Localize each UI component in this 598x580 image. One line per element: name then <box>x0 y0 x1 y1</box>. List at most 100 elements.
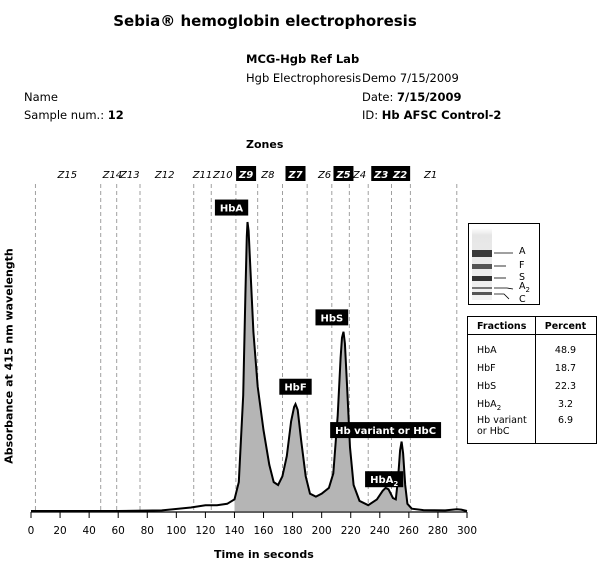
table-row-subscript: 2 <box>496 403 502 412</box>
table-row-value: 48.9 <box>554 345 577 356</box>
x-tick-label: 160 <box>254 525 274 537</box>
report-title: Sebia® hemoglobin electrophoresis <box>113 12 417 30</box>
table-row-name: Hb variant or HbC <box>477 415 527 437</box>
zone-label: Z5 <box>335 170 350 181</box>
sample-label: Sample num.: <box>24 108 105 122</box>
peak-label-text: HbA2 <box>370 475 398 488</box>
x-tick-label: 0 <box>28 525 35 537</box>
gel-label-a: A <box>519 246 526 257</box>
zone-label: Z6 <box>317 170 331 181</box>
table-divider <box>535 317 536 443</box>
percent-header: Percent <box>544 321 587 332</box>
table-row-name-a2: HbA2 <box>477 399 535 414</box>
zone-label: Z15 <box>57 170 78 181</box>
id-field: ID: Hb AFSC Control-2 <box>362 108 501 122</box>
table-row-value: 3.2 <box>557 399 574 410</box>
date-label: Date: <box>362 90 394 104</box>
x-tick-label: 80 <box>141 525 154 537</box>
id-label: ID: <box>362 108 379 122</box>
zone-label: Z2 <box>392 170 407 181</box>
peak-label: Hb variant or HbC <box>330 422 442 439</box>
zone-label: Z7 <box>287 170 302 181</box>
zone-label: Z11 <box>192 170 213 181</box>
table-row-name: HbS <box>477 381 497 392</box>
gel-strip-panel: A F S A2 C <box>468 223 540 305</box>
table-header-rule <box>468 334 596 335</box>
gel-label-a2-sub: 2 <box>525 285 530 294</box>
x-ticks: 0 20 40 60 80 100 120 140 160 180 200 220 240 260 280 3… <box>28 512 477 537</box>
x-tick-label: 200 <box>312 525 332 537</box>
name-label: Name <box>24 90 58 104</box>
zone-highlight-box <box>285 166 306 181</box>
peak-label-box <box>330 422 442 439</box>
table-row-value: 18.7 <box>554 363 577 374</box>
peak-label-box <box>315 309 349 326</box>
x-tick-label: 100 <box>166 525 186 537</box>
zone-label: Z8 <box>260 170 274 181</box>
zone-boundaries <box>34 184 458 511</box>
zone-label: Z9 <box>238 170 253 181</box>
peak-label: HbA2 <box>365 471 404 488</box>
fractions-header: Fractions <box>477 321 527 332</box>
table-row-name: HbA <box>477 345 497 356</box>
zone-label: Z4 <box>352 170 366 181</box>
peak-label: HbS <box>315 309 349 326</box>
peak-label-text: HbF <box>284 383 306 394</box>
fractions-table: Fractions Percent HbA 48.9 HbF 18.7 HbS … <box>467 316 597 444</box>
peak-shading <box>234 222 412 511</box>
zone-highlight-box <box>236 166 257 181</box>
peak-label-text: HbA <box>220 204 244 215</box>
peak-label: HbF <box>279 378 312 395</box>
zone-label: Z14 <box>102 170 123 181</box>
peak-label-box <box>279 378 312 395</box>
zones-title: Zones <box>246 138 284 151</box>
y-axis-label: Absorbance at 415 nm wavelength <box>2 248 16 464</box>
gel-label-f: F <box>519 260 525 271</box>
table-row-value: 22.3 <box>554 381 577 392</box>
zone-highlight-box <box>390 166 411 181</box>
test-name: Hgb Electrophoresis <box>246 71 362 85</box>
gel-label-a2-text: A <box>519 281 526 292</box>
table-row-name: HbF <box>477 363 496 374</box>
peak-labels: HbA HbF HbS HbA2 Hb variant or HbC <box>214 199 442 488</box>
peak-label-box <box>365 471 404 488</box>
gel-strip-image <box>472 228 514 300</box>
zone-label: Z1 <box>423 170 437 181</box>
sample-value: 12 <box>107 108 124 122</box>
x-tick-label: 180 <box>283 525 303 537</box>
x-tick-label: 300 <box>457 525 477 537</box>
zone-label: Z12 <box>154 170 175 181</box>
x-tick-label: 120 <box>195 525 215 537</box>
x-axis-label: Time in seconds <box>214 548 314 561</box>
table-row-value: 6.9 <box>557 415 574 426</box>
zone-highlight-box <box>371 166 392 181</box>
peak-label-text: HbS <box>320 313 343 324</box>
gel-label-s: S <box>519 272 526 283</box>
x-tick-label: 280 <box>428 525 448 537</box>
zone-highlight-box <box>333 166 354 181</box>
x-tick-label: 260 <box>399 525 419 537</box>
x-tick-label: 40 <box>82 525 95 537</box>
x-tick-label: 240 <box>370 525 390 537</box>
x-tick-label: 60 <box>112 525 125 537</box>
zone-label: Z10 <box>212 170 233 181</box>
peak-label-box <box>214 199 249 216</box>
gel-label-c: C <box>519 294 526 305</box>
x-tick-label: 140 <box>224 525 244 537</box>
sample-field: Sample num.: 12 <box>24 108 124 122</box>
x-tick-label: 220 <box>341 525 361 537</box>
zone-label: Z13 <box>119 170 140 181</box>
date-value: 7/15/2009 <box>397 90 462 104</box>
zone-label: Z3 <box>373 170 388 181</box>
table-row-name: HbA <box>477 399 497 410</box>
demo-date: Demo 7/15/2009 <box>362 71 459 85</box>
peak-label-text: Hb variant or HbC <box>335 426 436 437</box>
date-field: Date: 7/15/2009 <box>362 90 461 104</box>
peak-label: HbA <box>214 199 249 216</box>
absorbance-trace <box>31 221 468 512</box>
gel-label-a2: A2 <box>519 281 530 294</box>
x-tick-label: 20 <box>53 525 66 537</box>
id-value: Hb AFSC Control-2 <box>381 108 502 122</box>
